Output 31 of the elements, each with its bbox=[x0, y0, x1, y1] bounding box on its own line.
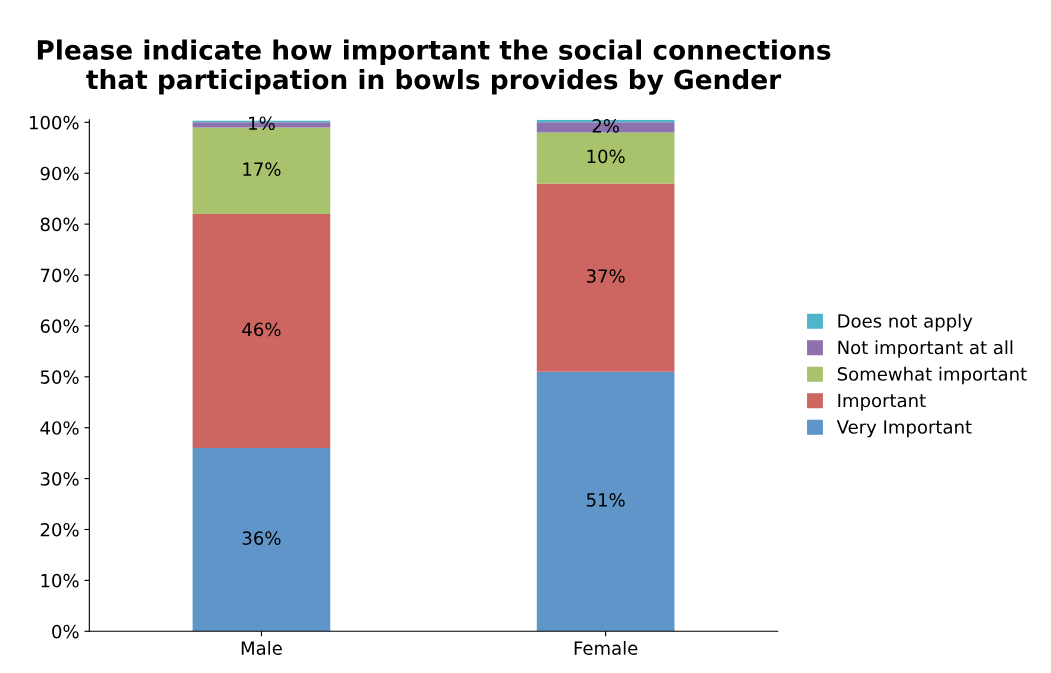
y-tick-label: 20% bbox=[40, 522, 79, 537]
data-label: 10% bbox=[587, 149, 625, 164]
legend-label: Not important at all bbox=[838, 340, 1013, 358]
y-tick-label: 80% bbox=[40, 217, 79, 232]
y-tick-label: 40% bbox=[40, 421, 79, 435]
bar bbox=[192, 448, 331, 632]
legend-label: Does not apply bbox=[838, 313, 973, 332]
y-tick-label: 100% bbox=[29, 115, 79, 130]
y-tick-label: 30% bbox=[40, 472, 79, 486]
bar bbox=[192, 213, 331, 449]
legend-label: Very Important bbox=[836, 420, 972, 438]
x-tick-label: Female bbox=[574, 641, 638, 655]
legend-label: Somewhat important bbox=[837, 366, 1027, 385]
legend-label: Important bbox=[838, 393, 926, 411]
data-label: 17% bbox=[243, 162, 281, 176]
data-label: 36% bbox=[242, 531, 281, 545]
data-label: 2% bbox=[592, 119, 619, 133]
bar bbox=[536, 132, 675, 184]
y-tick-label: 50% bbox=[40, 370, 79, 384]
x-tick-label: Male bbox=[241, 641, 282, 655]
data-label: 46% bbox=[242, 322, 281, 337]
y-tick-label: 60% bbox=[40, 319, 79, 334]
y-tick-label: 70% bbox=[40, 268, 79, 283]
y-tick-label: 90% bbox=[40, 166, 79, 181]
data-label: 37% bbox=[586, 269, 625, 283]
y-tick-label: 10% bbox=[41, 573, 79, 588]
chart-title: Please indicate how important the social connections that participation in bowls provides by Gender bbox=[37, 39, 831, 95]
bar bbox=[536, 371, 675, 632]
y-tick-label: 0% bbox=[52, 624, 79, 639]
bar bbox=[536, 183, 675, 372]
data-label: 51% bbox=[586, 493, 625, 507]
